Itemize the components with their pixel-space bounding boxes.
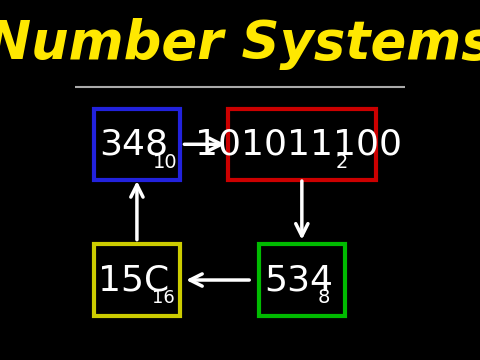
Text: Number Systems: Number Systems: [0, 18, 480, 70]
Text: 8: 8: [317, 288, 330, 307]
Text: 15C: 15C: [98, 263, 169, 297]
FancyBboxPatch shape: [94, 109, 180, 180]
Text: 10: 10: [152, 153, 177, 172]
FancyBboxPatch shape: [94, 244, 180, 316]
Text: 101011100: 101011100: [195, 127, 402, 161]
Text: 2: 2: [336, 153, 348, 172]
FancyBboxPatch shape: [228, 109, 376, 180]
Text: 534: 534: [264, 263, 333, 297]
Text: 16: 16: [152, 289, 175, 307]
FancyBboxPatch shape: [259, 244, 345, 316]
Text: 348: 348: [99, 127, 168, 161]
